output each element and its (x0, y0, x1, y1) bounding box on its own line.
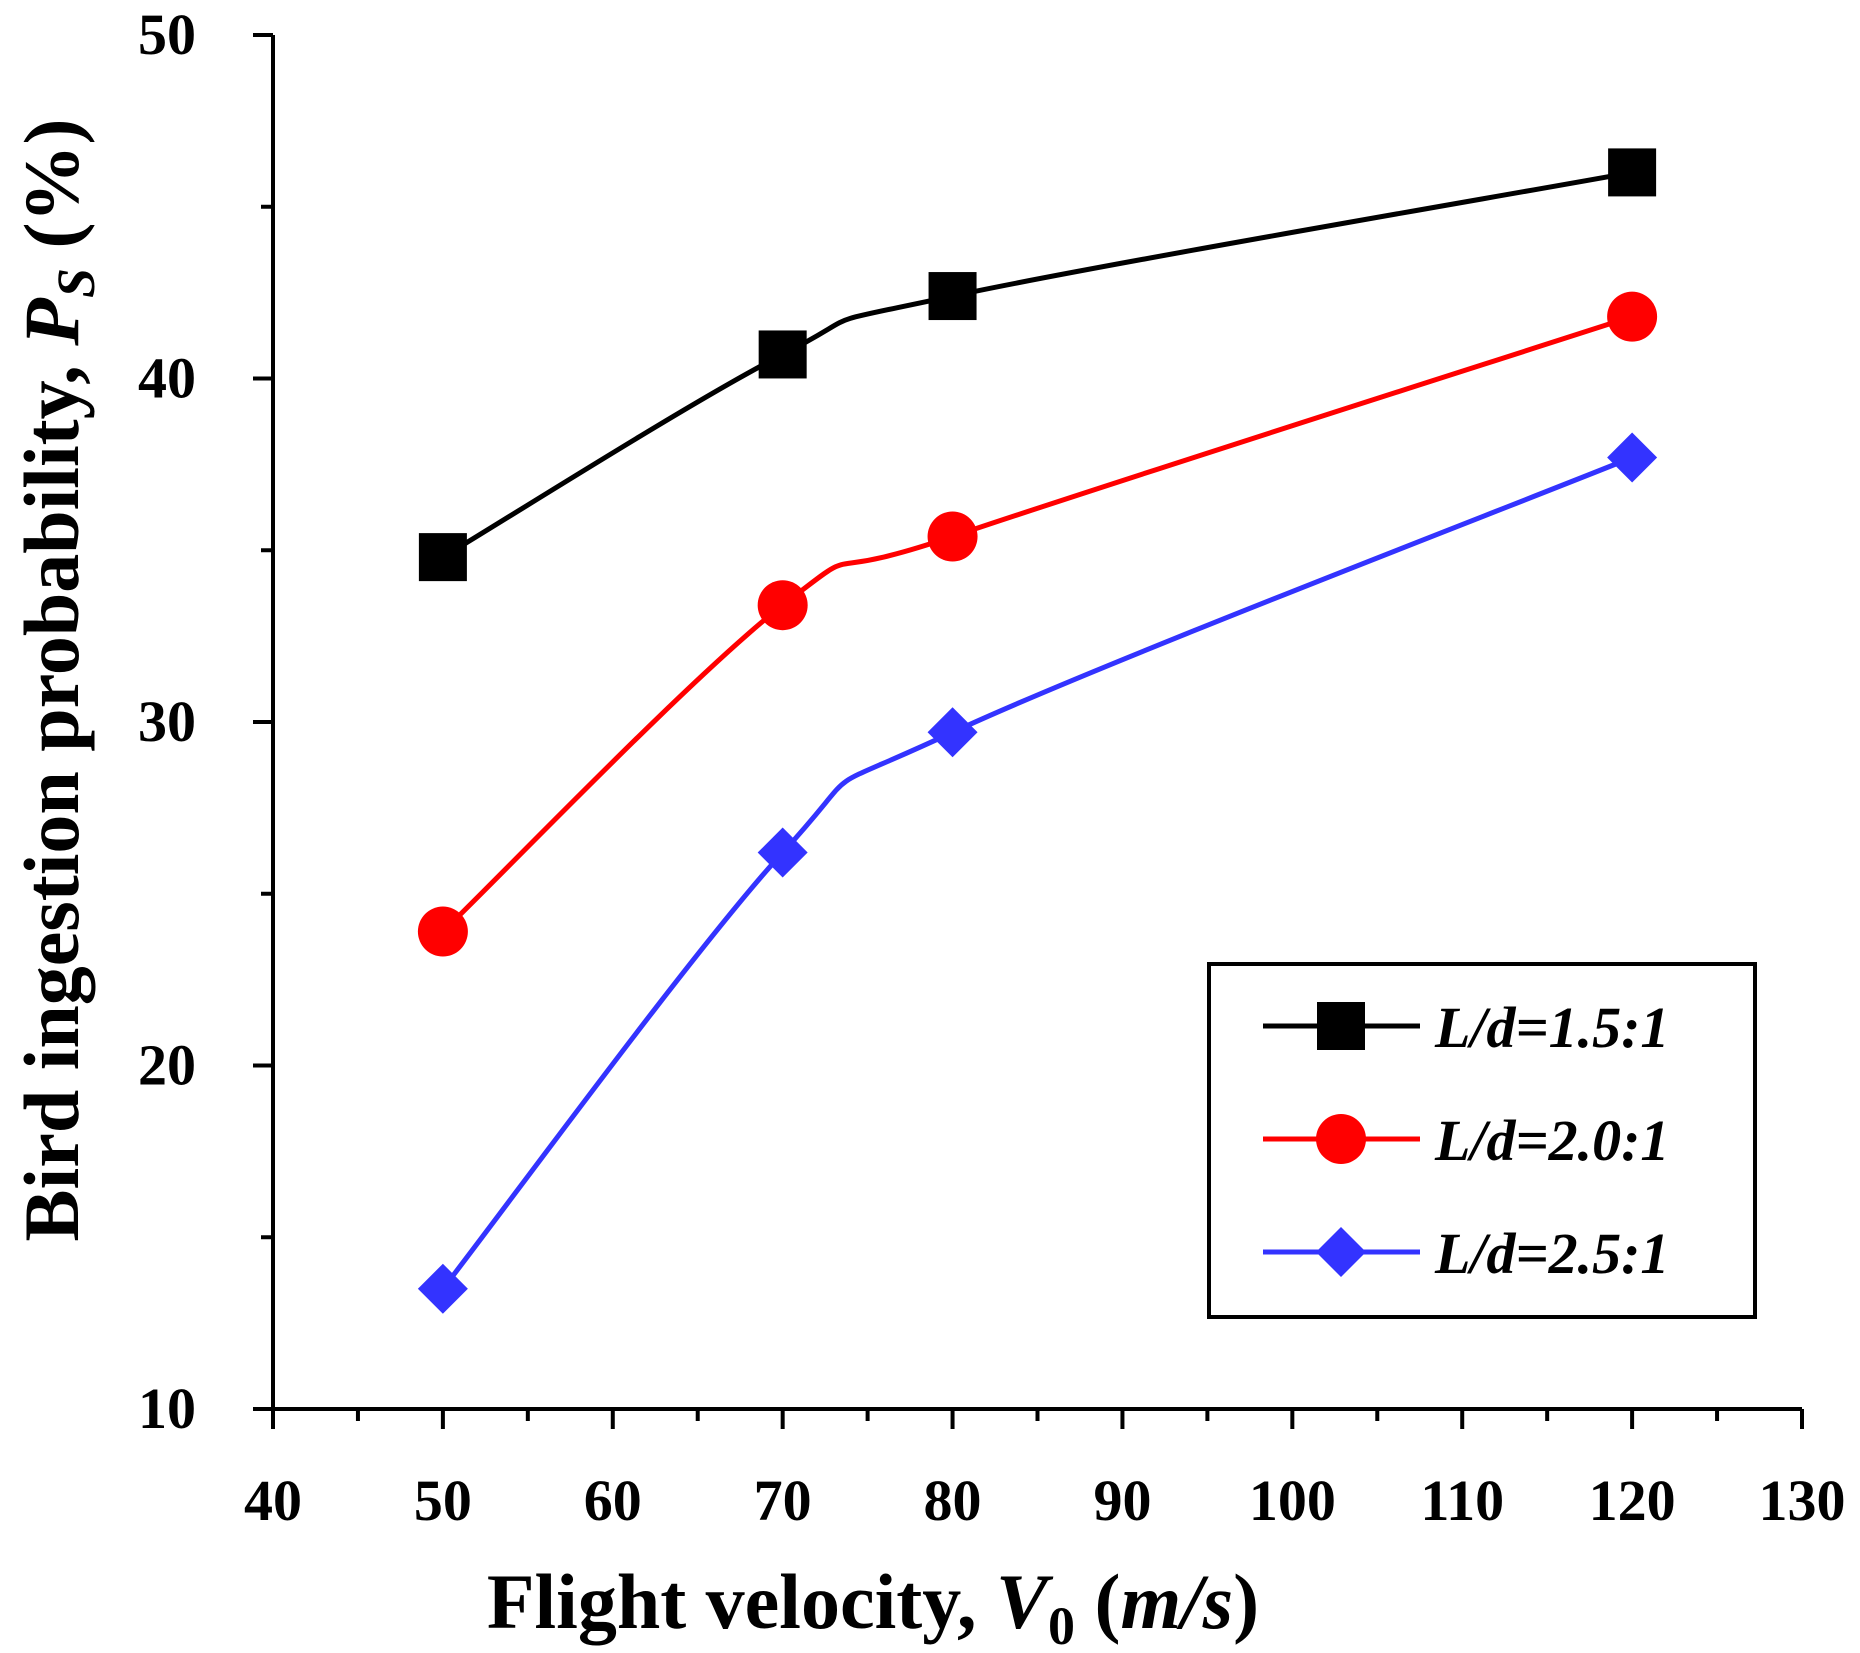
data-point-square (418, 533, 467, 582)
y-tick-label: 30 (138, 689, 196, 754)
y-tick-label: 40 (138, 346, 196, 411)
x-tick-label: 100 (1249, 1468, 1336, 1533)
y-axis-title: Bird ingestion probability, PS (%) (8, 119, 106, 1242)
x-tick-label: 90 (1093, 1468, 1151, 1533)
x-tick-label: 60 (584, 1468, 642, 1533)
data-point-diamond (1607, 432, 1658, 483)
legend-label: L/d=1.5:1 (1434, 995, 1669, 1060)
series-line (441, 314, 1633, 934)
series-1 (418, 148, 1657, 582)
axes: 40 50 60 70 80 90 100 110 120 130 10 20 30 40 50 (138, 2, 1846, 1533)
x-tick-label: 110 (1420, 1468, 1504, 1533)
legend-label: L/d=2.0:1 (1434, 1108, 1669, 1173)
data-point-circle (757, 580, 808, 631)
x-tick-label: 40 (244, 1468, 302, 1533)
legend-entry: L/d=2.0:1 (1263, 1108, 1669, 1173)
series-line (440, 455, 1634, 1291)
legend-label: L/d=2.5:1 (1434, 1221, 1669, 1286)
x-axis-title: Flight velocity, V0 (m/s) (487, 1558, 1259, 1653)
data-point-square (1608, 148, 1657, 197)
legend-entry: L/d=2.5:1 (1263, 1221, 1669, 1286)
legend: L/d=1.5:1 L/d=2.0:1 L/d=2.5:1 (1207, 962, 1757, 1319)
x-tick-label: 120 (1589, 1468, 1676, 1533)
x-tick-label: 70 (754, 1468, 812, 1533)
x-tick-label: 50 (414, 1468, 472, 1533)
legend-marker-diamond (1316, 1227, 1366, 1277)
legend-marker-circle (1316, 1114, 1366, 1164)
legend-marker-square (1317, 1002, 1365, 1050)
data-point-square (928, 272, 977, 321)
data-point-circle (1607, 291, 1658, 342)
y-tick-label: 50 (138, 2, 196, 67)
data-point-diamond (417, 1263, 468, 1314)
data-point-circle (927, 511, 978, 562)
x-tick-label: 80 (924, 1468, 982, 1533)
y-tick-label: 10 (138, 1376, 196, 1441)
series-2 (417, 291, 1658, 957)
data-point-square (758, 330, 807, 379)
legend-entry: L/d=1.5:1 (1263, 995, 1669, 1060)
y-tick-label: 20 (138, 1033, 196, 1098)
series-3 (417, 432, 1658, 1314)
series-line (441, 169, 1633, 560)
x-tick-label: 130 (1759, 1468, 1846, 1533)
data-point-circle (417, 906, 468, 957)
data-point-diamond (757, 827, 808, 878)
series-layer (417, 148, 1658, 1314)
data-point-diamond (927, 707, 978, 758)
